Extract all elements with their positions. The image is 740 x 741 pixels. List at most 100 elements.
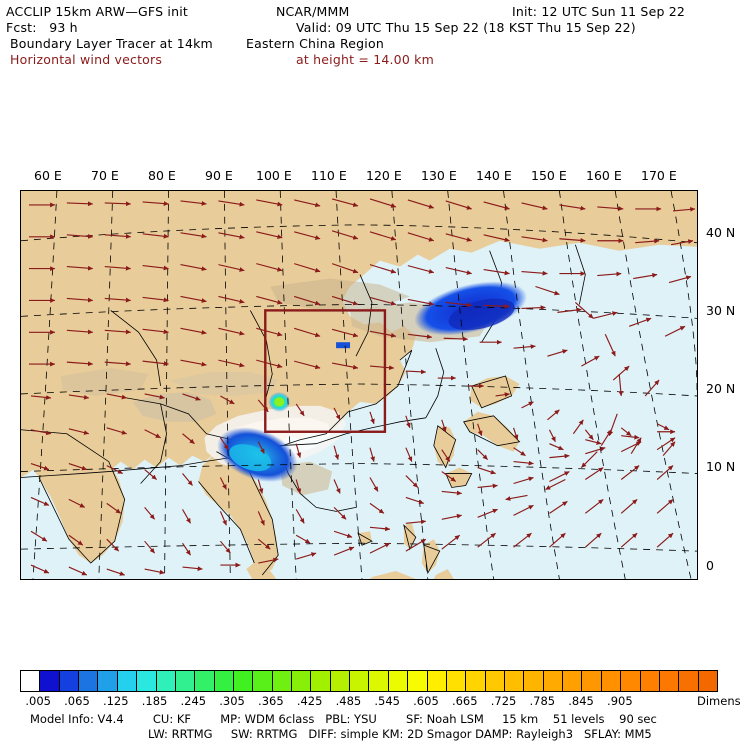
- colorbar-swatch[interactable]: [524, 671, 544, 691]
- colorbar-swatch[interactable]: [388, 671, 409, 691]
- header-institution: NCAR/MMM: [276, 4, 350, 19]
- borneo-landmass: [369, 571, 416, 579]
- colorbar-swatch[interactable]: [698, 671, 717, 691]
- siberia-terrain: [270, 278, 410, 311]
- colorbar-tick-label: .065: [64, 694, 90, 708]
- japan-south-landmass: [445, 467, 472, 488]
- colorbar-swatch[interactable]: [679, 671, 699, 691]
- header-valid-time: Valid: 09 UTC Thu 15 Sep 22 (18 KST Thu …: [296, 20, 636, 35]
- lon-tick-label: 60 E: [34, 168, 62, 183]
- lat-lon-gridlines: [21, 191, 697, 579]
- colorbar-tick-label: .365: [258, 694, 284, 708]
- colorbar-swatch[interactable]: [195, 671, 215, 691]
- colorbar-tick-labels: Dimensionless .005 .065 .125 .185 .245 .305 .3…: [0, 694, 740, 710]
- philippines-south-landmass: [433, 569, 454, 579]
- colorbar-swatch[interactable]: [117, 671, 138, 691]
- colorbar-swatches[interactable]: [20, 670, 718, 692]
- colorbar-swatch[interactable]: [563, 671, 583, 691]
- colorbar-tick-label: .665: [451, 694, 478, 708]
- colorbar-swatch[interactable]: [156, 671, 176, 691]
- colorbar-swatch[interactable]: [175, 671, 196, 691]
- colorbar-swatch[interactable]: [659, 671, 680, 691]
- pamir-terrain: [170, 372, 279, 396]
- lon-tick-label: 150 E: [531, 168, 567, 183]
- colorbar-swatch[interactable]: [446, 671, 467, 691]
- colorbar-swatch[interactable]: [311, 671, 331, 691]
- colorbar-swatch[interactable]: [59, 671, 80, 691]
- hainan-landmass: [358, 531, 372, 546]
- colorbar-swatch[interactable]: [369, 671, 389, 691]
- colorbar-tick-label: .845: [568, 694, 594, 708]
- map-svg: [21, 191, 697, 579]
- colorbar[interactable]: [20, 670, 720, 694]
- header-field-name: Boundary Layer Tracer at 14km: [10, 36, 213, 51]
- header-forecast-hour: Fcst: 93 h: [6, 20, 78, 35]
- india-landmass: [21, 427, 125, 564]
- colorbar-swatch[interactable]: [233, 671, 254, 691]
- lon-tick-label: 70 E: [91, 168, 119, 183]
- colorbar-swatch[interactable]: [601, 671, 622, 691]
- lon-tick-label: 80 E: [148, 168, 176, 183]
- map-canvas: [21, 191, 697, 579]
- colorbar-swatch[interactable]: [582, 671, 602, 691]
- model-info-line-1: Model Info: V4.4 CU: KF MP: WDM 6class P…: [30, 712, 657, 726]
- colorbar-tick-label: .605: [413, 694, 439, 708]
- lat-tick-label: 40 N: [706, 225, 736, 240]
- colorbar-tick-label: .005: [25, 694, 51, 708]
- colorbar-tick-label: .305: [219, 694, 245, 708]
- tracer-blob-south-china-core: [274, 397, 285, 407]
- colorbar-swatch[interactable]: [427, 671, 447, 691]
- colorbar-swatch[interactable]: [79, 671, 99, 691]
- plot-header: ACCLIP 15km ARW—GFS init NCAR/MMM Init: …: [0, 0, 740, 70]
- tracer-speck-east-china: [336, 342, 351, 349]
- colorbar-swatch[interactable]: [253, 671, 273, 691]
- colorbar-swatch[interactable]: [98, 671, 118, 691]
- colorbar-tick-label: .545: [374, 694, 400, 708]
- lon-tick-label: 90 E: [205, 168, 233, 183]
- colorbar-tick-label: .425: [296, 694, 323, 708]
- header-overlay-height: at height = 14.00 km: [296, 52, 434, 67]
- colorbar-tick-label: .785: [529, 694, 556, 708]
- header-init-time: Init: 12 UTC Sun 11 Sep 22: [512, 4, 686, 19]
- header-region-name: Eastern China Region: [246, 36, 384, 51]
- lat-tick-label: 20 N: [706, 381, 736, 396]
- colorbar-swatch[interactable]: [640, 671, 660, 691]
- lon-tick-label: 130 E: [421, 168, 457, 183]
- colorbar-swatch[interactable]: [40, 671, 60, 691]
- lon-tick-label: 160 E: [586, 168, 622, 183]
- colorbar-swatch[interactable]: [350, 671, 370, 691]
- colorbar-swatch[interactable]: [330, 671, 351, 691]
- colorbar-swatch[interactable]: [214, 671, 234, 691]
- wind-vector-field: [28, 198, 696, 576]
- colorbar-swatch[interactable]: [466, 671, 486, 691]
- colorbar-units-label: Dimensionless: [697, 694, 740, 708]
- colorbar-swatch[interactable]: [292, 671, 312, 691]
- colorbar-swatch[interactable]: [543, 671, 564, 691]
- map-frame: [20, 190, 698, 580]
- lat-tick-label: 30 N: [706, 303, 736, 318]
- malay-landmass: [246, 559, 277, 579]
- colorbar-swatch[interactable]: [504, 671, 525, 691]
- lon-tick-label: 100 E: [256, 168, 292, 183]
- colorbar-swatch[interactable]: [621, 671, 641, 691]
- lon-tick-label: 120 E: [366, 168, 402, 183]
- colorbar-tick-label: .125: [102, 694, 129, 708]
- map-panel[interactable]: [20, 190, 698, 580]
- lat-tick-label: 10 N: [706, 459, 736, 474]
- model-info-line-2: LW: RRTMG SW: RRTMG DIFF: simple KM: 2D …: [148, 727, 652, 741]
- japan-main-landmass: [463, 411, 520, 452]
- colorbar-swatch[interactable]: [137, 671, 157, 691]
- korea-landmass: [433, 425, 456, 468]
- lon-tick-label: 170 E: [641, 168, 677, 183]
- header-overlay-name: Horizontal wind vectors: [10, 52, 163, 67]
- colorbar-swatch[interactable]: [21, 671, 41, 691]
- colorbar-tick-label: .245: [180, 694, 207, 708]
- colorbar-swatch[interactable]: [485, 671, 505, 691]
- lat-tick-label: 0: [706, 558, 714, 573]
- colorbar-swatch[interactable]: [272, 671, 293, 691]
- colorbar-tick-label: .905: [607, 694, 633, 708]
- header-model-title: ACCLIP 15km ARW—GFS init: [6, 4, 188, 19]
- iran-terrain: [60, 368, 149, 396]
- colorbar-swatch[interactable]: [408, 671, 428, 691]
